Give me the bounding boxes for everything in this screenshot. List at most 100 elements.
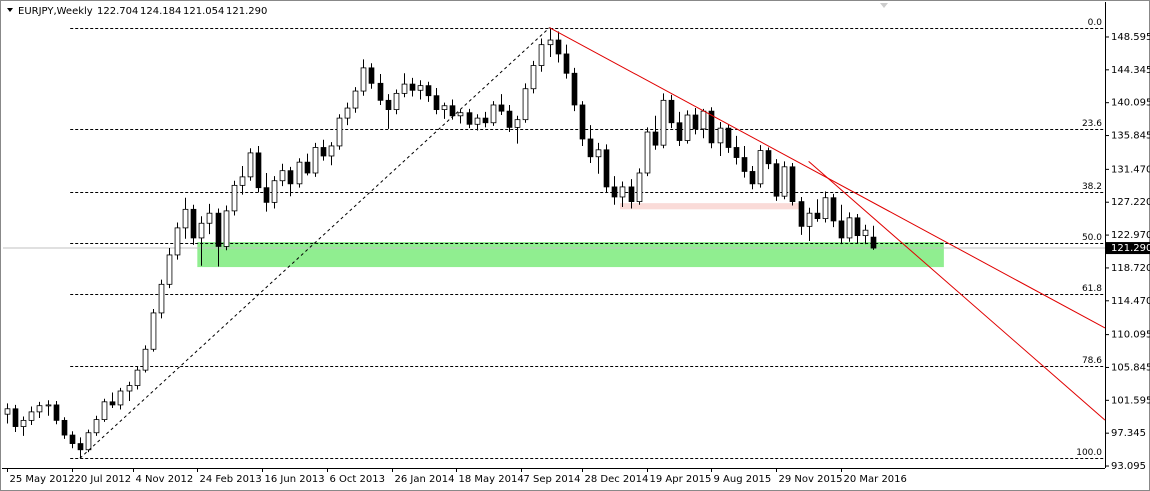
candle-body [247,152,254,178]
candle-body [636,172,643,203]
candle-body [166,254,173,285]
candle-body [190,208,197,239]
menu-triangle[interactable] [7,8,13,12]
candle-body [563,53,570,74]
candle-body [255,152,262,189]
candle-body [708,110,715,144]
candle-body [279,170,286,182]
candle-body [425,85,432,97]
candle-body [336,117,343,147]
candle-body [20,419,27,427]
trendline [808,161,1106,421]
candle-body [854,217,861,237]
last-price-label: 121.290 [1111,243,1150,254]
candle-body [765,150,772,165]
candle-body [231,184,238,212]
y-tick-label: 114.470 [1111,296,1150,307]
fib-label: 23.6 [1082,119,1102,129]
candle-body [320,147,327,157]
candle-body [628,186,635,203]
candle-body [862,229,869,237]
candle-body [93,419,100,434]
candle-body [393,92,400,111]
candle-body [457,112,464,117]
y-tick-label: 101.595 [1111,395,1150,406]
x-tick-label: 25 May 2012 [10,474,75,485]
candle-body [870,236,877,249]
candle-body [36,405,43,413]
candle-body [814,212,821,220]
candle-body [514,119,521,128]
y-tick-label: 127.220 [1111,197,1150,208]
candle-body [401,83,408,94]
last-price-box [1106,242,1150,255]
candle-body [547,39,554,46]
candle-body [360,67,367,92]
y-tick-label: 93.095 [1111,461,1146,472]
candle-body [385,99,392,111]
candle-body [806,212,813,227]
symbol-label: EURJPY,Weekly [18,6,93,17]
candle-body [174,227,181,256]
candle-body [684,114,691,141]
candle-body [215,212,222,247]
x-tick-label: 24 Feb 2013 [200,474,262,485]
y-tick-label: 135.845 [1111,131,1150,142]
candle-body [660,99,667,146]
candle-body [85,432,92,451]
x-tick-label: 7 Sep 2014 [524,474,581,485]
candle-body [466,112,473,125]
fib-label: 38.2 [1082,182,1102,192]
candle-body [530,65,537,90]
candle-body [206,212,213,224]
candle-body [595,149,602,158]
candle-body [846,217,853,239]
candle-body [150,312,157,350]
candle-body [741,157,748,172]
candle-body [700,110,707,130]
candle-body [344,107,351,119]
candle-body [263,187,270,203]
y-tick-label: 97.345 [1111,428,1146,439]
ohlc-high: 124.184 [140,6,181,17]
candle-body [579,104,586,140]
candle-body [271,180,278,203]
y-tick-label: 148.595 [1111,32,1150,43]
candle-body [352,90,359,109]
y-tick-label: 105.845 [1111,362,1150,373]
candle-body [611,186,618,198]
candle-body [126,385,133,392]
candle-body [733,147,740,158]
candle-body [482,117,489,124]
candle-body [757,150,764,185]
candle-body [830,197,837,222]
zone [197,242,944,268]
candle-body [239,176,246,186]
candle-body [433,95,440,111]
candle-body [296,161,303,185]
candle-body [692,114,699,130]
candle-body [749,171,756,185]
x-tick-label: 6 Oct 2013 [330,474,385,485]
candle-body [368,67,375,84]
candle-body [538,44,545,66]
candle-body [441,105,448,111]
candle-body [117,390,124,406]
x-tick-label: 18 May 2014 [459,474,524,485]
candle-body [773,163,780,197]
candle-body [506,110,513,128]
candle-body [490,104,497,124]
fib-label: 50.0 [1082,233,1102,243]
candle-body [12,408,19,427]
candle-body [838,220,845,239]
x-tick-label: 26 Jan 2014 [395,474,455,485]
x-tick-label: 4 Nov 2012 [136,474,194,485]
x-tick-label: 9 Aug 2015 [714,474,772,485]
candle-body [134,369,141,386]
candle-body [668,99,675,124]
candle-body [603,149,610,188]
candle-body [69,434,76,444]
candle-body [555,39,562,55]
